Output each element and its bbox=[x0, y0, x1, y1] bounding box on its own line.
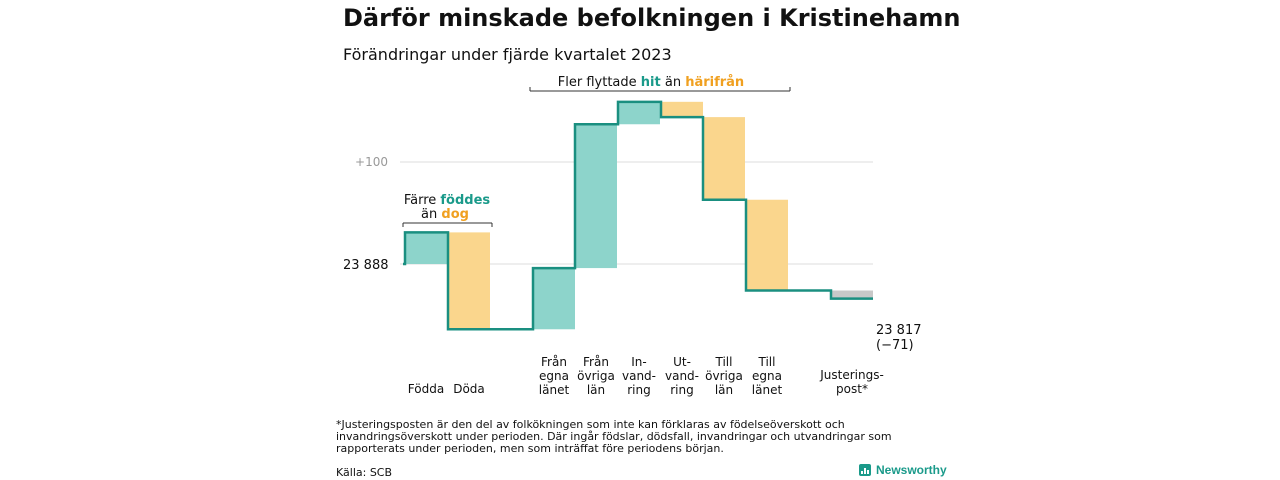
end-change-label: (−71) bbox=[876, 338, 914, 353]
category-label-0-0: Födda bbox=[408, 382, 444, 396]
y-tick-label: +100 bbox=[355, 155, 388, 169]
migration-annotation: Fler flyttade hit än härifrån bbox=[558, 75, 744, 90]
bar-0 bbox=[405, 232, 447, 264]
category-label-7-0: Till bbox=[758, 355, 776, 369]
category-label-6-1: övriga bbox=[705, 369, 743, 383]
category-label-4-1: vand- bbox=[622, 369, 656, 383]
brand-name: Newsworthy bbox=[876, 463, 947, 477]
category-label-4-2: ring bbox=[627, 383, 651, 397]
newsworthy-logo[interactable]: Newsworthy bbox=[859, 463, 947, 477]
births-annotation-line2: än dog bbox=[421, 207, 469, 222]
bar-2 bbox=[533, 268, 575, 330]
category-label-8-0: Justerings- bbox=[819, 368, 884, 382]
running-total-line bbox=[403, 100, 873, 331]
category-label-6-2: län bbox=[715, 383, 733, 397]
category-label-3-2: län bbox=[587, 383, 605, 397]
category-label-7-2: länet bbox=[752, 383, 783, 397]
births-annotation-line1: Färre föddes bbox=[404, 193, 491, 208]
source-label: Källa: SCB bbox=[336, 466, 393, 479]
bar-1 bbox=[448, 232, 490, 330]
bar-3 bbox=[575, 124, 617, 269]
category-label-2-2: länet bbox=[539, 383, 570, 397]
bar-8 bbox=[831, 290, 873, 299]
chart-title: Därför minskade befolkningen i Kristineh… bbox=[343, 4, 961, 32]
category-label-6-0: Till bbox=[715, 355, 733, 369]
bar-5 bbox=[661, 101, 703, 118]
chart-subtitle: Förändringar under fjärde kvartalet 2023 bbox=[343, 45, 672, 64]
category-label-8-1: post* bbox=[836, 382, 868, 396]
bar-7 bbox=[746, 199, 788, 291]
bar-chart-logo-icon bbox=[859, 464, 871, 476]
bar-4 bbox=[618, 101, 660, 125]
category-label-7-1: egna bbox=[752, 369, 782, 383]
category-label-5-0: Ut- bbox=[673, 355, 691, 369]
category-label-2-1: egna bbox=[539, 369, 569, 383]
start-value-label: 23 888 bbox=[343, 258, 389, 273]
end-value-label: 23 817 bbox=[876, 323, 922, 338]
category-label-3-0: Från bbox=[583, 355, 609, 369]
category-label-1-0: Döda bbox=[453, 382, 485, 396]
category-label-3-1: övriga bbox=[577, 369, 615, 383]
category-label-5-1: vand- bbox=[665, 369, 699, 383]
footnote: *Justeringsposten är den del av folkökni… bbox=[336, 418, 892, 455]
bar-6 bbox=[703, 117, 745, 200]
category-label-2-0: Från bbox=[541, 355, 567, 369]
category-label-5-2: ring bbox=[670, 383, 694, 397]
category-label-4-0: In- bbox=[631, 355, 646, 369]
